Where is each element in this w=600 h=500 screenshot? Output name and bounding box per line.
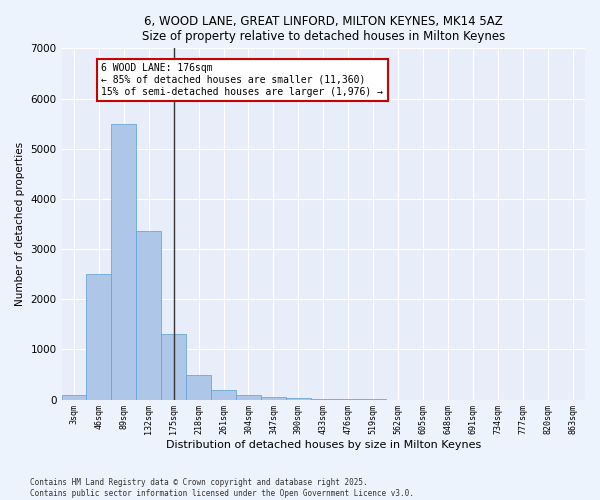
Y-axis label: Number of detached properties: Number of detached properties	[15, 142, 25, 306]
Title: 6, WOOD LANE, GREAT LINFORD, MILTON KEYNES, MK14 5AZ
Size of property relative t: 6, WOOD LANE, GREAT LINFORD, MILTON KEYN…	[142, 15, 505, 43]
X-axis label: Distribution of detached houses by size in Milton Keynes: Distribution of detached houses by size …	[166, 440, 481, 450]
Bar	[311, 399, 336, 400]
Bar	[261, 397, 286, 400]
Bar	[86, 274, 112, 400]
Text: 6 WOOD LANE: 176sqm
← 85% of detached houses are smaller (11,360)
15% of semi-de: 6 WOOD LANE: 176sqm ← 85% of detached ho…	[101, 64, 383, 96]
Bar	[62, 394, 86, 400]
Text: Contains HM Land Registry data © Crown copyright and database right 2025.
Contai: Contains HM Land Registry data © Crown c…	[30, 478, 414, 498]
Bar	[286, 398, 311, 400]
Bar	[186, 376, 211, 400]
Bar	[112, 124, 136, 400]
Bar	[236, 395, 261, 400]
Bar	[161, 334, 186, 400]
Bar	[136, 232, 161, 400]
Bar	[211, 390, 236, 400]
